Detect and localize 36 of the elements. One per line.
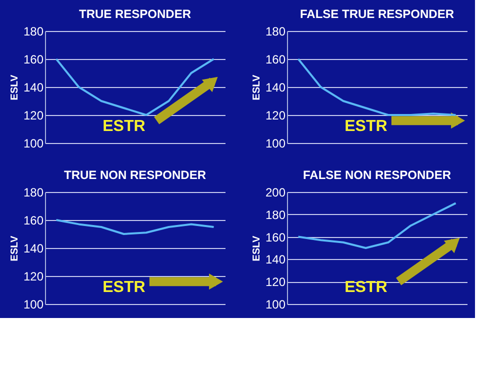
y-tick-label: 180 [265, 208, 286, 222]
y-tick-label: 120 [23, 270, 44, 284]
annotation: ESTR [344, 279, 388, 296]
y-tick-label: 140 [23, 80, 44, 94]
y-tick-label: 160 [265, 52, 286, 66]
y-tick-label: 120 [23, 108, 44, 122]
annotation: ESTR [102, 279, 146, 296]
line-series [297, 202, 457, 249]
y-tick-label: 160 [23, 214, 44, 228]
annotation: ESTR [344, 118, 388, 136]
y-axis-title: ESLV [9, 235, 20, 262]
y-tick-label: 140 [23, 242, 44, 256]
y-tick-label: 120 [265, 108, 286, 122]
y-tick-label: 100 [265, 298, 286, 312]
y-axis-title: ESLV [251, 235, 262, 262]
y-tick-label: 100 [23, 136, 44, 150]
y-tick-label: 200 [265, 186, 286, 200]
y-tick-label: 160 [265, 230, 286, 244]
chart-title: TRUE RESPONDER [78, 7, 192, 21]
y-tick-label: 140 [265, 80, 286, 94]
y-tick-label: 100 [23, 298, 44, 312]
y-tick-label: 180 [23, 186, 44, 200]
chart-title: FALSE TRUE RESPONDER [300, 7, 454, 21]
chart-title: TRUE NON RESPONDER [64, 168, 206, 182]
y-tick-label: 180 [265, 24, 286, 38]
annotation: ESTR [102, 118, 146, 136]
y-tick-label: 120 [265, 275, 286, 290]
line-series [55, 219, 215, 235]
y-tick-label: 100 [265, 136, 286, 150]
y-axis-title: ESLV [9, 74, 20, 100]
y-tick-label: 160 [23, 52, 44, 66]
y-tick-label: 140 [265, 252, 286, 267]
y-axis-title: ESLV [251, 74, 262, 100]
y-tick-label: 180 [23, 24, 44, 38]
line-series [55, 58, 215, 116]
chart-title: FALSE NON RESPONDER [302, 168, 452, 182]
